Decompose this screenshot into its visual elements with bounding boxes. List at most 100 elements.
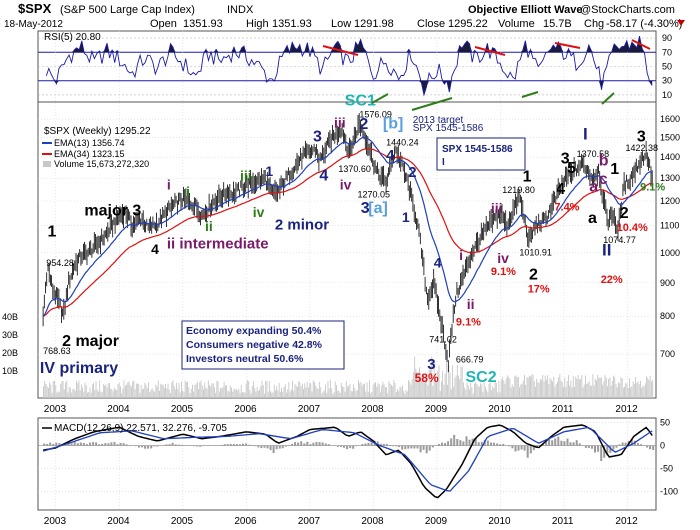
target-box: SPX 1545-1586 I	[436, 137, 526, 171]
volume-bar	[461, 367, 463, 398]
volume-bar	[268, 381, 270, 398]
macd-histogram-bar	[43, 443, 46, 446]
target-line-1: SPX 1545-1586	[442, 144, 513, 155]
macd-histogram-bar	[165, 444, 168, 446]
sentiment-box-frame	[181, 320, 345, 370]
volume-bar	[234, 389, 236, 398]
volume-bar	[554, 386, 556, 398]
volume-bar	[255, 391, 257, 398]
volume-bar	[314, 381, 315, 398]
volume-bar	[283, 387, 285, 398]
macd-histogram-bar	[425, 445, 428, 454]
volume-bar	[403, 391, 405, 398]
rsi-layer	[45, 36, 653, 97]
volume-bar	[375, 382, 376, 398]
rsi-tick-label: 30	[662, 76, 672, 86]
volume-bar	[445, 360, 447, 398]
volume-bar	[278, 382, 280, 398]
price-tick-label: 1200	[660, 196, 680, 206]
volume-bar	[182, 390, 184, 398]
volume-bar	[448, 365, 450, 398]
volume-bar	[320, 387, 322, 398]
macd-tick-label: -50	[660, 464, 673, 474]
macd-histogram-bar	[104, 443, 107, 446]
volume-bar	[251, 386, 253, 398]
rsi-trendline-red	[554, 42, 581, 49]
volume-legend: Volume 15,673,272,320	[54, 159, 149, 169]
volume-bar	[259, 389, 260, 398]
down-arrow-icon	[677, 20, 685, 26]
volume-bar	[342, 386, 343, 398]
volume-bar	[124, 385, 126, 398]
volume-bar	[432, 386, 434, 398]
volume-bar	[480, 383, 481, 398]
macd-histogram-bar	[591, 445, 593, 449]
volume-bar	[604, 375, 606, 398]
volume-bar	[179, 392, 181, 398]
volume-bar	[494, 380, 496, 398]
volume-bar	[541, 379, 542, 398]
volume-bar	[591, 385, 593, 398]
volume-bar	[395, 392, 397, 398]
macd-histogram-bar	[502, 444, 505, 446]
macd-histogram-bar	[566, 438, 569, 446]
macd-legend: MACD(12,26,9) 22.571, 32.276, -9.705	[42, 423, 227, 434]
volume-bar	[621, 378, 623, 398]
volume-bar	[79, 390, 81, 398]
volume-bar	[132, 381, 134, 398]
volume-bar	[256, 386, 258, 398]
wave-label: 3	[427, 356, 435, 373]
volume-bar	[641, 387, 643, 398]
volume-bar	[373, 383, 375, 398]
macd-histogram-bar	[563, 441, 566, 446]
volume-bar	[521, 383, 523, 398]
volume-bar	[162, 384, 164, 398]
price-layer	[42, 113, 653, 373]
macd-histogram-bar	[119, 443, 122, 446]
wave-label: SC2	[466, 369, 497, 386]
wave-label: 17%	[528, 283, 550, 295]
macd-histogram-bar	[401, 445, 404, 450]
macd-histogram-bar	[450, 438, 453, 446]
macd-histogram-bar	[98, 444, 101, 446]
volume-bar	[423, 380, 425, 398]
volume-bar	[131, 386, 132, 398]
volume-bar	[383, 384, 385, 398]
volume-bar	[366, 382, 368, 398]
volume-bar	[360, 381, 362, 398]
wave-label: 1219.80	[502, 185, 535, 195]
wave-label: 10.4%	[617, 222, 648, 234]
volume-bar	[146, 388, 148, 398]
volume-bar	[113, 387, 115, 398]
volume-bar	[214, 387, 215, 398]
volume-bar	[262, 385, 264, 398]
volume-bar	[438, 365, 440, 398]
volume-bar	[51, 392, 53, 398]
header-source: @StockCharts.com	[580, 4, 675, 16]
macd-histogram-bar	[352, 445, 355, 449]
volume-bar	[152, 390, 154, 398]
rsi-title: RSI(5) 20.80	[44, 32, 101, 43]
macd-histogram-bar	[545, 441, 548, 446]
macd-histogram-bar	[526, 445, 529, 458]
volume-bar	[69, 387, 71, 398]
volume-bar	[359, 383, 361, 398]
macd-histogram-bar	[447, 441, 450, 446]
price-tick-label: 1300	[660, 173, 680, 183]
volume-bar	[279, 391, 281, 398]
macd-histogram-bar	[499, 444, 502, 446]
volume-bar	[206, 388, 208, 398]
macd-histogram-bar	[477, 442, 480, 446]
macd-histogram-bar	[603, 445, 606, 458]
volume-bar	[535, 386, 536, 398]
volume-bar	[235, 388, 237, 398]
macd-histogram-bar	[95, 442, 98, 446]
volume-bar	[586, 383, 588, 398]
macd-histogram-bar	[235, 444, 238, 446]
volume-bar	[349, 383, 351, 398]
volume-bar	[143, 388, 145, 398]
volume-bar	[323, 390, 325, 398]
volume-bar	[193, 391, 195, 398]
wave-label: 22%	[601, 274, 623, 286]
macd-histogram-bar	[490, 442, 492, 446]
